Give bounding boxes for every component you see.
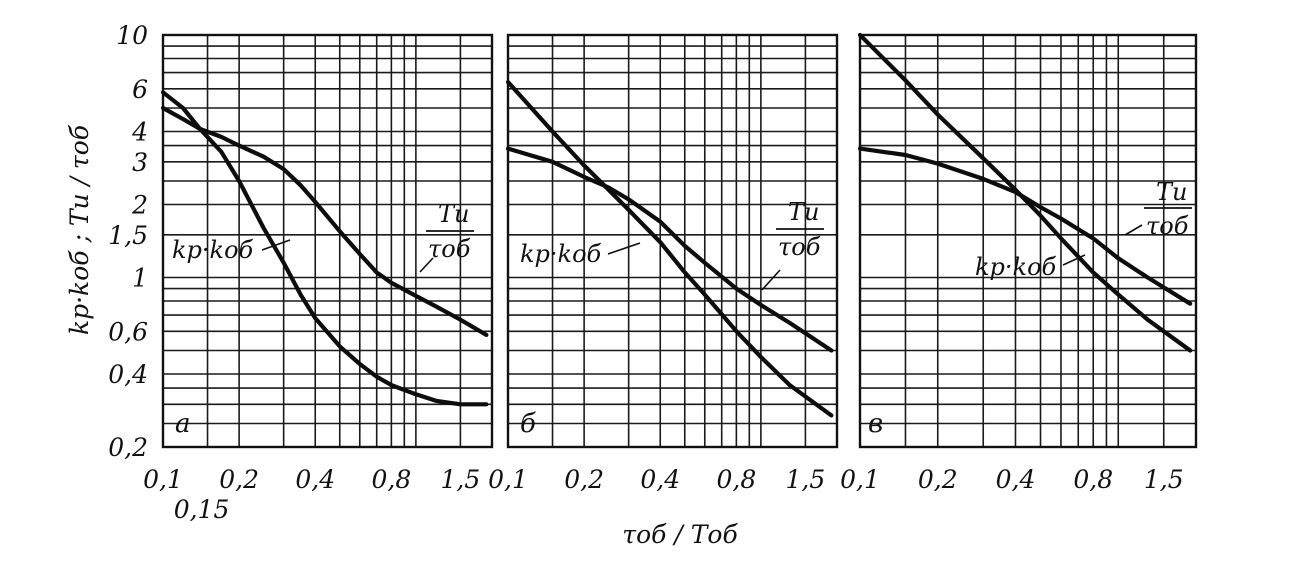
ytick-2: 0,6 [108,317,148,346]
panel-2-xtick-0: 0,1 [488,465,528,494]
panel-3-ti-label-den: τоб [1146,212,1189,240]
panel-1-frame [161,33,494,449]
ytick-8: 6 [132,75,148,104]
ytick-9: 10 [116,21,148,50]
ytick-6: 3 [132,148,148,177]
panel-2-xtick-2: 0,4 [640,465,680,494]
x-axis-label: τоб / Tоб [622,520,738,549]
panel-3-ti-label-num: Tи [1156,178,1187,206]
ytick-5: 2 [131,191,148,220]
ytick-3: 1 [132,263,148,292]
panel-3-ti-curve [857,146,1193,306]
panel-1-ti-label-num: Tи [438,200,469,228]
panel-1-kp-curve [160,90,489,407]
panel-3-xtick-0: 0,1 [840,465,880,494]
panel-2-frame [506,33,839,449]
panel-2-ti-curve [505,146,834,353]
panel-3-ti-leader [1124,224,1143,236]
y-axis-label: kр·kоб ; Tи / τоб [65,124,94,335]
panel-1-xtick-extra: 0,15 [174,495,230,524]
panel-1-ti-label-den: τоб [428,235,471,263]
panel-2-xtick-1: 0,2 [564,465,604,494]
panel-2-ti-leader [761,269,781,291]
panel-1-kp-label: kр·kоб [172,236,254,264]
panel-3-kp-label: kр·kоб [975,253,1057,281]
panel-3-kp-leader [1062,254,1086,266]
panel-3-xtick-4: 1,5 [1144,465,1184,494]
ytick-7: 4 [131,118,148,147]
panel-1-xtick-1: 0,2 [219,465,259,494]
panel-2-kp-curve [505,79,834,418]
panel-2-xtick-4: 1,5 [786,465,826,494]
panel-3-xtick-1: 0,2 [918,465,958,494]
panel-3-kp-curve [857,32,1193,353]
ytick-1: 0,4 [108,360,148,389]
panel-1-ti-curve [160,105,489,337]
panel-3-xtick-3: 0,8 [1073,465,1113,494]
panel-2-xtick-3: 0,8 [716,465,756,494]
panel-1-xtick-4: 1,5 [441,465,481,494]
panel-3-xtick-2: 0,4 [996,465,1036,494]
panel-1-kp-leader [261,239,291,251]
panel-2-ti-label-num: Tи [788,198,819,226]
panel-1-letter: а [175,409,191,439]
panel-1-xtick-2: 0,4 [295,465,335,494]
panel-2-letter: б [520,409,536,439]
ytick-0: 0,2 [108,433,148,462]
panel-2-ti-label-den: τоб [778,233,821,261]
panel-1-ti-leader [419,257,434,273]
panel-2-kp-leader [607,242,641,255]
panel-1-xtick-0: 0,1 [143,465,183,494]
panel-3-frame [858,33,1198,449]
ytick-4: 1,5 [108,221,148,250]
panel-1-xtick-3: 0,8 [371,465,411,494]
panel-2-kp-label: kр·kоб [520,240,602,268]
panel-3-letter: в [868,409,883,439]
